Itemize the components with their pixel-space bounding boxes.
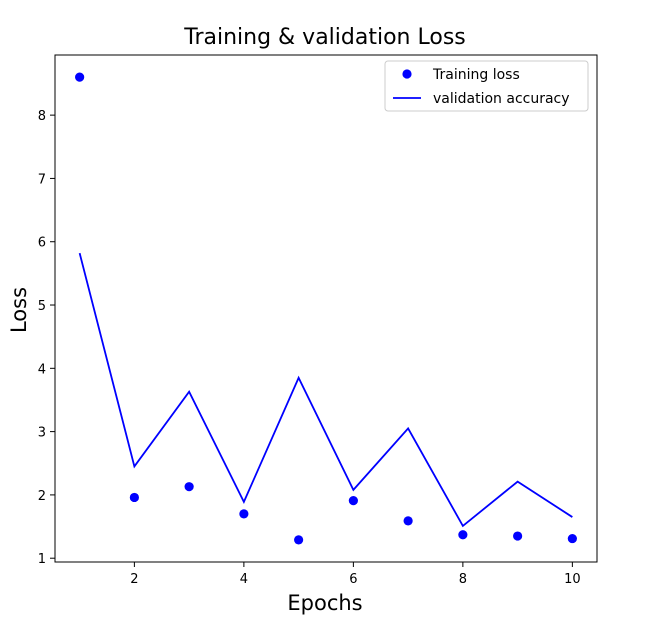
training-loss-point <box>348 496 358 506</box>
y-tick-label: 5 <box>38 299 46 314</box>
legend-label: validation accuracy <box>433 91 570 107</box>
y-tick-label: 1 <box>38 552 46 567</box>
x-tick-label: 4 <box>240 572 248 587</box>
legend: Training loss validation accuracy <box>384 60 589 112</box>
x-tick-label: 8 <box>459 572 467 587</box>
y-axis-title: Loss <box>7 287 31 333</box>
chart-title: Training & validation Loss <box>183 25 466 50</box>
x-tick-label: 2 <box>130 572 138 587</box>
training-loss-point <box>129 492 139 503</box>
training-loss-point <box>294 535 304 545</box>
legend-label: Training loss <box>432 67 520 83</box>
y-tick-label: 6 <box>38 236 46 251</box>
training-loss-point <box>239 509 249 519</box>
training-loss-point <box>184 482 194 492</box>
plot-frame <box>54 54 598 563</box>
y-tick-label: 4 <box>38 362 46 377</box>
y-tick-label: 3 <box>38 426 46 441</box>
x-axis-title: Epochs <box>287 591 362 615</box>
x-tick-label: 10 <box>564 572 581 587</box>
y-tick-label: 8 <box>38 109 46 124</box>
x-tick-label: 6 <box>349 572 357 587</box>
legend-box <box>384 60 589 112</box>
training-loss-point <box>458 530 468 540</box>
training-loss-point <box>513 531 523 541</box>
training-loss-point <box>75 72 85 82</box>
legend-point-swatch <box>402 69 412 79</box>
training-loss-point <box>567 533 577 544</box>
validation-line <box>78 252 573 528</box>
y-tick-label: 7 <box>38 172 46 187</box>
y-tick-label: 2 <box>38 489 46 504</box>
training-loss-point <box>403 516 413 526</box>
